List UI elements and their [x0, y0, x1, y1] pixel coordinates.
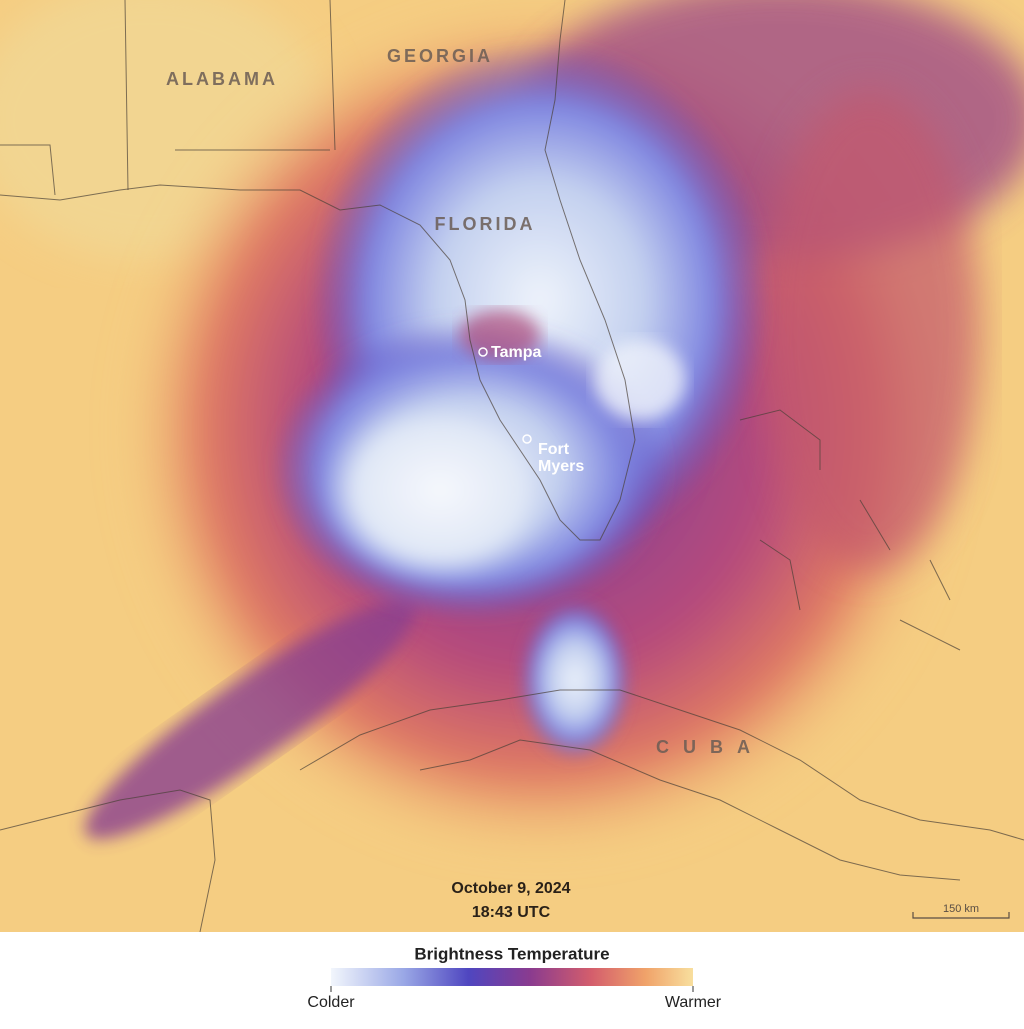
time-label: 18:43 UTC: [472, 904, 551, 921]
legend-low-label: Colder: [307, 994, 355, 1011]
city-marker: [478, 347, 488, 357]
region-label: FLORIDA: [435, 214, 536, 234]
city-label: Tampa: [491, 344, 541, 361]
scale-bar-label: 150 km: [943, 903, 979, 915]
legend-high-label: Warmer: [665, 994, 722, 1011]
city-label: Fort: [538, 441, 570, 458]
satellite-image: ALABAMA GEORGIA FLORIDA CUBA Tampa Fort …: [0, 0, 1024, 932]
scale-bar: [912, 912, 1010, 919]
region-label: ALABAMA: [166, 69, 278, 89]
legend-title: Brightness Temperature: [414, 944, 609, 963]
date-label: October 9, 2024: [451, 880, 570, 897]
region-label: CUBA: [656, 737, 764, 757]
legend-colorbar: [331, 968, 693, 986]
city-marker: [522, 434, 532, 444]
city-label: Myers: [538, 458, 584, 475]
region-label: GEORGIA: [387, 46, 493, 66]
